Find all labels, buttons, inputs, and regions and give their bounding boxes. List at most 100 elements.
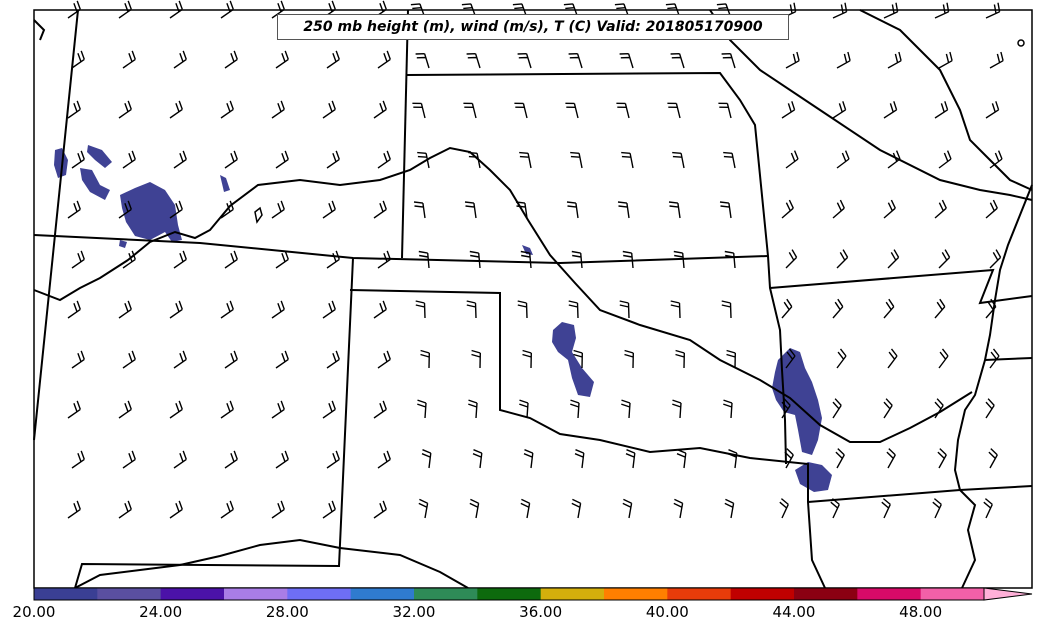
wind-barb: [377, 450, 391, 469]
wind-barb: [836, 348, 847, 369]
wind-barb: [415, 300, 426, 319]
wind-barb: [938, 249, 951, 269]
wind-barb: [723, 151, 736, 169]
map-background: [34, 10, 1032, 588]
wind-barb: [724, 498, 735, 519]
wind-barb: [326, 250, 340, 269]
wind-barb: [220, 200, 234, 219]
wind-barb: [67, 300, 81, 319]
wind-barb: [566, 201, 579, 219]
colorbar-tick-label: 44.00: [772, 603, 816, 621]
contour-line-northwest: [33, 19, 46, 41]
wind-barb: [326, 150, 340, 169]
wind-barb: [220, 500, 234, 519]
wind-barb: [472, 449, 483, 469]
wind-barb: [169, 500, 183, 519]
wind-barb: [224, 150, 238, 169]
wind-barb: [835, 448, 845, 469]
contour-line-northeast: [859, 9, 1033, 191]
colorbar-segment: [540, 588, 605, 600]
wind-barb: [571, 498, 582, 519]
wind-barb: [937, 448, 947, 469]
wind-barb: [122, 350, 136, 369]
wind-barb: [417, 151, 430, 169]
wind-barb: [721, 53, 736, 69]
shaded-patch-east-1: [772, 348, 822, 455]
wind-barb: [721, 300, 732, 319]
wind-barb: [377, 350, 391, 369]
wind-barb: [989, 249, 1002, 269]
colorbar-segment: [794, 588, 858, 600]
wind-barb: [672, 151, 685, 169]
wind-barb: [271, 200, 285, 219]
state-line-9: [959, 489, 977, 589]
wind-barb: [985, 298, 997, 319]
colorbar-tick-label: 20.00: [12, 603, 56, 621]
wind-barb: [464, 201, 477, 219]
colorbar-segment: [857, 588, 922, 600]
wind-barb: [616, 102, 630, 119]
colorbar-segment: [920, 588, 985, 600]
wind-barb: [887, 51, 902, 69]
wind-barb: [373, 100, 387, 119]
wind-barb: [883, 398, 893, 419]
wind-barb: [781, 398, 791, 419]
wind-barb: [271, 300, 285, 319]
wind-barb: [934, 298, 946, 319]
wind-barb: [668, 201, 681, 219]
colorbar-tick-label: 40.00: [645, 603, 689, 621]
wind-barb: [220, 400, 234, 419]
wind-barb: [523, 449, 534, 469]
state-line-1: [33, 9, 79, 441]
wind-barb: [832, 101, 847, 119]
wind-barb: [622, 498, 633, 519]
wind-barb: [420, 349, 430, 369]
wind-barb: [718, 102, 732, 119]
wind-barb: [275, 450, 289, 469]
wind-barbs: [67, 0, 1004, 519]
wind-barb: [619, 53, 634, 69]
wind-barb: [781, 199, 794, 219]
wind-barb: [932, 498, 942, 519]
wind-barb: [985, 199, 998, 219]
wind-barb: [220, 100, 234, 119]
wind-barb: [122, 150, 136, 169]
wind-barb: [886, 448, 896, 469]
wind-barb: [832, 199, 845, 219]
wind-barb: [71, 150, 85, 169]
wind-barb: [463, 102, 477, 119]
wind-barb: [673, 250, 685, 269]
wind-barb: [275, 50, 289, 69]
wind-barb: [619, 300, 630, 319]
wind-barb: [667, 102, 681, 119]
colorbar-segment: [730, 588, 795, 600]
wind-barb: [785, 249, 798, 269]
wind-barb: [417, 399, 427, 419]
wind-barb: [373, 200, 387, 219]
shaded-patch-west-3: [80, 168, 110, 200]
colorbar-segment: [287, 588, 352, 600]
wind-barb: [985, 398, 995, 419]
colorbar-segment: [97, 588, 162, 600]
colorbar-segment: [604, 588, 668, 600]
wind-barb: [988, 448, 998, 469]
wind-barb: [326, 50, 340, 69]
wind-barb: [938, 150, 952, 169]
colorbar-tick-label: 24.00: [139, 603, 183, 621]
wind-barb: [271, 500, 285, 519]
wind-barb: [515, 201, 528, 219]
wind-barb: [836, 249, 849, 269]
wind-barb: [570, 399, 580, 419]
wind-barb: [122, 250, 136, 269]
wind-barb: [568, 300, 579, 319]
small-feature: [254, 206, 263, 224]
wind-barb: [989, 150, 1003, 169]
colorbar-segment: [667, 588, 732, 600]
contour-line-lower: [74, 538, 469, 589]
wind-barb: [67, 200, 81, 219]
wind-barb: [377, 150, 391, 169]
wind-barb: [520, 250, 532, 269]
wind-barb: [883, 199, 896, 219]
shaded-patch-east-2: [795, 462, 832, 492]
wind-barb: [676, 449, 687, 469]
